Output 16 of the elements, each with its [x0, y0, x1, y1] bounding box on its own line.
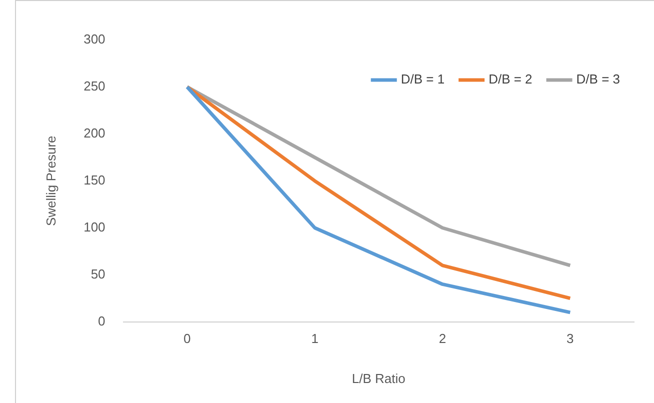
y-tick-label: 200: [84, 126, 106, 141]
x-tick-label: 1: [311, 331, 318, 346]
y-tick-label: 100: [84, 219, 106, 234]
y-tick-label: 300: [84, 32, 106, 47]
x-tick-label: 0: [184, 331, 191, 346]
y-tick-label: 150: [84, 172, 106, 188]
x-axis-title: L/B Ratio: [352, 370, 406, 386]
x-tick-label: 3: [566, 331, 574, 346]
x-tick-label: 2: [438, 331, 446, 346]
y-tick-label: 0: [98, 313, 106, 328]
y-tick-label: 250: [84, 78, 106, 94]
legend-label: D/B = 2: [488, 72, 532, 87]
y-tick-label: 50: [90, 266, 106, 282]
legend-label: D/B = 1: [400, 72, 445, 87]
y-axis-title: Swellig Presure: [43, 136, 58, 226]
legend-label: D/B = 3: [576, 72, 620, 87]
